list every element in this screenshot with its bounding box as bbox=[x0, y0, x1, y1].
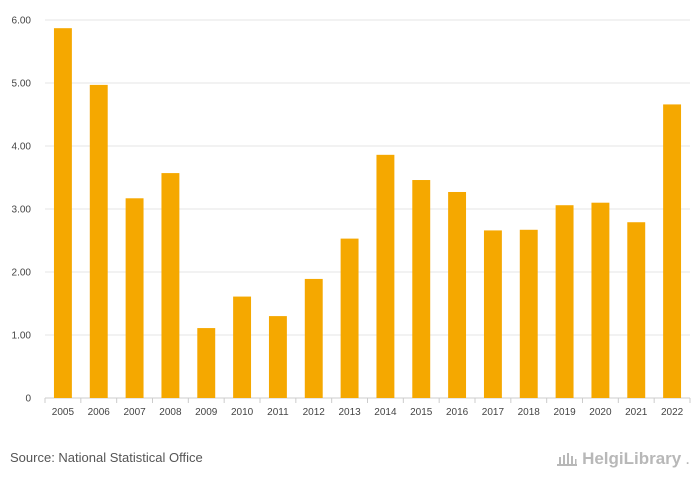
bar-2009 bbox=[197, 328, 216, 398]
x-tick-label: 2009 bbox=[195, 407, 218, 418]
x-tick-label: 2013 bbox=[338, 407, 361, 418]
x-tick-label: 2006 bbox=[88, 407, 111, 418]
bar-2007 bbox=[125, 198, 144, 398]
y-tick-label: 5.00 bbox=[12, 79, 32, 90]
x-tick-label: 2011 bbox=[267, 407, 289, 418]
bar-2016 bbox=[448, 191, 467, 398]
bar-2022 bbox=[663, 104, 682, 399]
y-tick-label: 1.00 bbox=[12, 331, 32, 342]
bar-2020 bbox=[591, 202, 610, 398]
x-tick-label: 2015 bbox=[410, 407, 433, 418]
bar-2021 bbox=[627, 222, 646, 398]
y-tick-label: 3.00 bbox=[12, 205, 32, 216]
y-tick-label: 6.00 bbox=[12, 16, 32, 27]
bar-2012 bbox=[304, 278, 323, 398]
bar-2017 bbox=[483, 230, 502, 398]
y-tick-label: 0 bbox=[25, 394, 31, 405]
x-tick-label: 2020 bbox=[589, 407, 612, 418]
brand-logo[interactable]: HelgiLibrary. bbox=[556, 449, 690, 469]
bar-2019 bbox=[555, 205, 574, 398]
bar-2005 bbox=[53, 28, 72, 398]
bar-2010 bbox=[233, 296, 252, 398]
x-tick-label: 2005 bbox=[52, 407, 75, 418]
y-tick-label: 4.00 bbox=[12, 142, 32, 153]
x-tick-label: 2010 bbox=[231, 407, 254, 418]
x-tick-label: 2021 bbox=[625, 407, 648, 418]
brand-suffix: . bbox=[685, 449, 690, 468]
library-building-icon bbox=[557, 453, 578, 466]
bar-2011 bbox=[268, 316, 287, 398]
bar-2018 bbox=[519, 229, 538, 398]
x-tick-label: 2014 bbox=[374, 407, 397, 418]
source-note: Source: National Statistical Office bbox=[10, 450, 203, 465]
x-tick-label: 2022 bbox=[661, 407, 684, 418]
y-tick-label: 2.00 bbox=[12, 268, 32, 279]
x-tick-label: 2018 bbox=[518, 407, 541, 418]
bar-2013 bbox=[340, 238, 359, 398]
x-tick-label: 2012 bbox=[303, 407, 326, 418]
x-tick-label: 2019 bbox=[553, 407, 576, 418]
x-tick-label: 2016 bbox=[446, 407, 469, 418]
brand-name: HelgiLibrary bbox=[582, 449, 682, 468]
bar-2014 bbox=[376, 154, 395, 398]
x-tick-label: 2008 bbox=[159, 407, 182, 418]
bar-2015 bbox=[412, 180, 431, 398]
x-tick-label: 2017 bbox=[482, 407, 505, 418]
bar-2006 bbox=[89, 84, 108, 398]
bar-2008 bbox=[161, 173, 180, 398]
x-tick-label: 2007 bbox=[123, 407, 146, 418]
bar-chart: 0 1.00 2.00 3.00 4.00 5.00 6.00 2005 2006 2007 200… bbox=[12, 16, 691, 418]
